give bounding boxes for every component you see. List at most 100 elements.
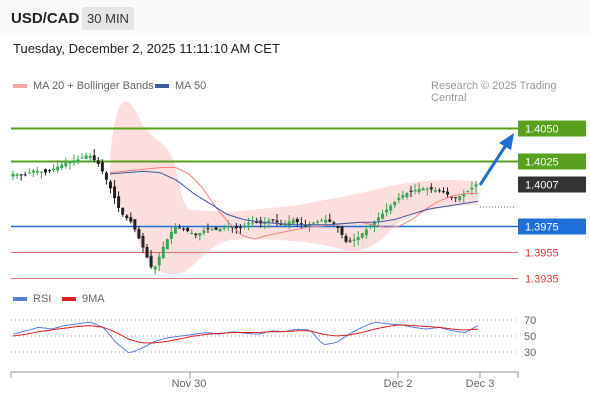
candle-body: [462, 194, 466, 197]
candle-body: [470, 187, 474, 190]
candle-body: [450, 196, 454, 198]
level-label-1-4050: 1.4050: [525, 124, 559, 136]
candle-body: [210, 229, 214, 231]
legend-label-ma50: MA 50: [175, 80, 207, 92]
forecast-arrow-head: [499, 133, 514, 150]
rsi-tick-30: 30: [524, 347, 536, 359]
candle-body: [303, 225, 307, 227]
candle-body: [312, 222, 316, 224]
candle-body: [267, 220, 271, 222]
candle-body: [125, 215, 129, 219]
level-label-1-3955: 1.3955: [525, 248, 559, 260]
level-label-box-1-3975: [518, 218, 586, 235]
candle-body: [72, 160, 76, 163]
level-label-1-4025: 1.4025: [525, 157, 559, 169]
candle-body: [238, 227, 242, 229]
x-label-dec3: Dec 3: [466, 378, 495, 390]
candle-body: [108, 181, 112, 189]
candle-body: [117, 196, 121, 209]
candle-body: [88, 156, 92, 158]
candle-body: [190, 233, 194, 235]
candle-body: [283, 223, 287, 226]
legend-label-rsi: RSI: [33, 293, 52, 305]
level-label-box-1-4050: [518, 120, 586, 137]
candle-body: [291, 219, 295, 224]
candle-body: [202, 230, 206, 234]
candle-body: [194, 233, 198, 236]
candle-body: [11, 173, 15, 177]
candle-body: [441, 191, 445, 193]
candle-body: [454, 197, 458, 199]
candle-body: [141, 235, 145, 248]
candle-body: [222, 227, 226, 229]
legend-swatch-ma50: [155, 84, 169, 89]
candle-body: [389, 205, 393, 211]
rsi-tick-50: 50: [524, 331, 536, 343]
candle-body: [157, 256, 161, 266]
candle-body: [96, 160, 100, 164]
candle-body: [234, 226, 238, 229]
candle-body: [336, 226, 340, 228]
candle-body: [328, 219, 332, 222]
rsi-panel: 70 50 30: [11, 315, 536, 359]
timeframe-badge[interactable]: 30 MIN: [82, 7, 134, 30]
candle-body: [356, 237, 360, 241]
candle-body: [52, 168, 56, 171]
ma50-line: [109, 170, 479, 226]
candle-body: [466, 191, 470, 193]
candle-body: [104, 172, 108, 180]
candle-body: [182, 228, 186, 230]
candle-body: [60, 164, 64, 169]
candle-body: [287, 221, 291, 226]
candle-body: [31, 170, 35, 173]
candle-body: [113, 186, 117, 199]
candle-body: [299, 223, 303, 225]
candle-body: [368, 225, 372, 227]
candle-body: [324, 219, 328, 223]
forecast-arrow-shaft: [478, 144, 508, 186]
candle-body: [121, 207, 125, 215]
candle-body: [377, 217, 381, 221]
level-label-box-1-4007: [518, 176, 586, 193]
candle-body: [173, 226, 177, 234]
candle-body: [226, 226, 230, 228]
candle-body: [271, 219, 275, 221]
candle-body: [397, 197, 401, 201]
candle-body: [48, 170, 52, 172]
copyright-notice: Research © 2025 Trading Central: [431, 80, 557, 104]
level-label-box-1-4025: [518, 153, 586, 170]
candle-body: [474, 184, 478, 187]
candle-body: [332, 222, 336, 224]
candle-body: [458, 196, 462, 201]
candle-body: [68, 161, 72, 164]
candle-body: [320, 220, 324, 222]
candle-body: [360, 233, 364, 238]
instrument-title: USD/CAD: [11, 10, 80, 27]
candle-body: [161, 246, 165, 259]
rsi-tick-70: 70: [524, 315, 536, 327]
candle-body: [295, 218, 299, 223]
candle-body: [169, 231, 173, 239]
candle-body: [206, 228, 210, 230]
candle-body: [251, 222, 255, 224]
candle-body: [100, 162, 104, 172]
candle-body: [364, 229, 368, 236]
bollinger-band-area: [110, 101, 478, 275]
candle-body: [352, 239, 356, 241]
legend-swatch-ma20: [13, 84, 27, 89]
candle-body: [149, 255, 153, 268]
x-label-dec2: Dec 2: [384, 378, 413, 390]
candle-body: [165, 239, 169, 250]
candle-body: [35, 170, 39, 173]
level-label-1-4007: 1.4007: [525, 180, 559, 192]
candle-body: [417, 188, 421, 193]
candle-body: [178, 227, 182, 229]
rsi-line: [12, 321, 479, 354]
candle-body: [425, 188, 429, 190]
candle-body: [186, 227, 190, 232]
candle-body: [433, 190, 437, 192]
candle-body: [218, 229, 222, 232]
candle-body: [153, 266, 157, 270]
x-label-nov30: Nov 30: [172, 378, 207, 390]
